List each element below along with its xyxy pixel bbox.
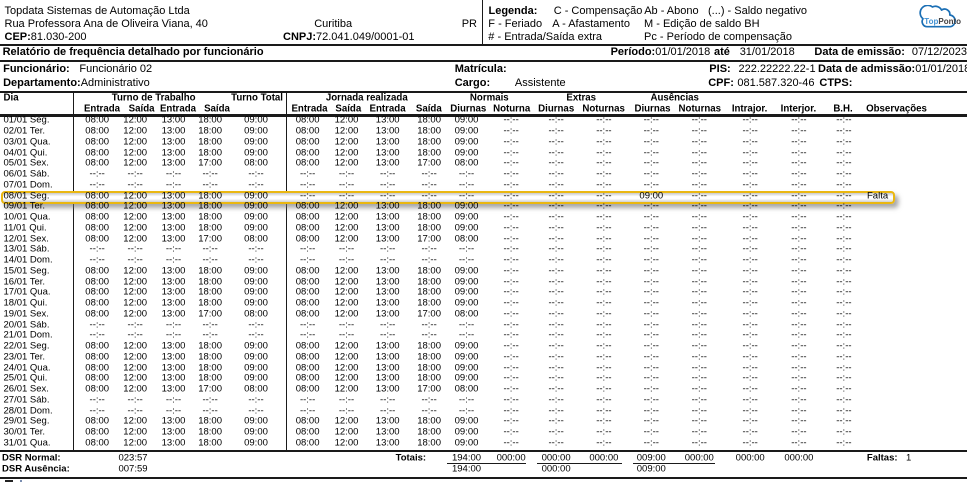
svg-text:TopPonto: TopPonto — [924, 17, 961, 26]
